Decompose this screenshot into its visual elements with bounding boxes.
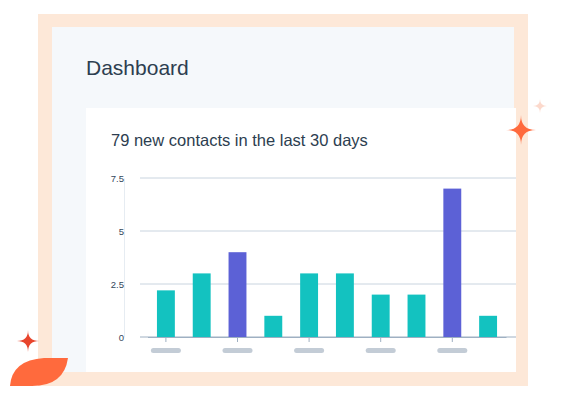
x-tick xyxy=(223,337,253,353)
y-tick: 0 xyxy=(119,332,124,343)
bar xyxy=(336,273,354,337)
bars xyxy=(157,189,497,337)
root: Dashboard 79 new contacts in the last 30 … xyxy=(0,0,567,399)
x-tick-mark xyxy=(452,337,453,342)
sparkle xyxy=(17,330,39,352)
chart-title: 79 new contacts in the last 30 days xyxy=(111,131,368,149)
y-tick-label: 2.5 xyxy=(111,279,124,290)
frame xyxy=(38,14,528,386)
x-tick xyxy=(151,337,181,353)
y-tick: 7.5 xyxy=(111,173,124,184)
canvas: Dashboard 79 new contacts in the last 30 … xyxy=(0,0,567,399)
y-axis: 0 2.5 5 7.5 xyxy=(111,173,125,343)
bar xyxy=(408,295,426,337)
page-title: Dashboard xyxy=(86,56,189,79)
bar xyxy=(229,252,247,337)
label-placeholder xyxy=(437,348,467,353)
bar xyxy=(264,316,282,337)
sparkle xyxy=(506,115,536,145)
y-tick: 5 xyxy=(119,226,124,237)
label-placeholder xyxy=(223,348,253,353)
bar xyxy=(300,273,318,337)
grid xyxy=(140,178,516,337)
label-placeholder xyxy=(151,348,181,353)
x-tick-mark xyxy=(165,337,166,342)
y-axis-line xyxy=(124,179,125,338)
x-tick-mark xyxy=(380,337,381,342)
label-placeholder xyxy=(294,348,324,353)
x-tick xyxy=(366,337,396,353)
leaf xyxy=(10,358,68,386)
sparkle xyxy=(533,99,547,113)
bar xyxy=(443,189,461,337)
grid-line xyxy=(140,178,516,179)
bar xyxy=(157,290,175,337)
card xyxy=(86,108,516,372)
bar xyxy=(479,316,497,337)
x-tick xyxy=(437,337,467,353)
bar xyxy=(193,273,211,337)
x-tick-mark xyxy=(237,337,238,342)
x-tick-mark xyxy=(309,337,310,342)
y-tick: 2.5 xyxy=(111,279,124,290)
bar xyxy=(372,295,390,337)
y-tick-label: 5 xyxy=(119,226,124,237)
y-tick-label: 7.5 xyxy=(111,173,124,184)
y-tick-label: 0 xyxy=(119,332,124,343)
label-placeholder xyxy=(366,348,396,353)
x-tick xyxy=(294,337,324,353)
x-axis xyxy=(148,337,507,353)
